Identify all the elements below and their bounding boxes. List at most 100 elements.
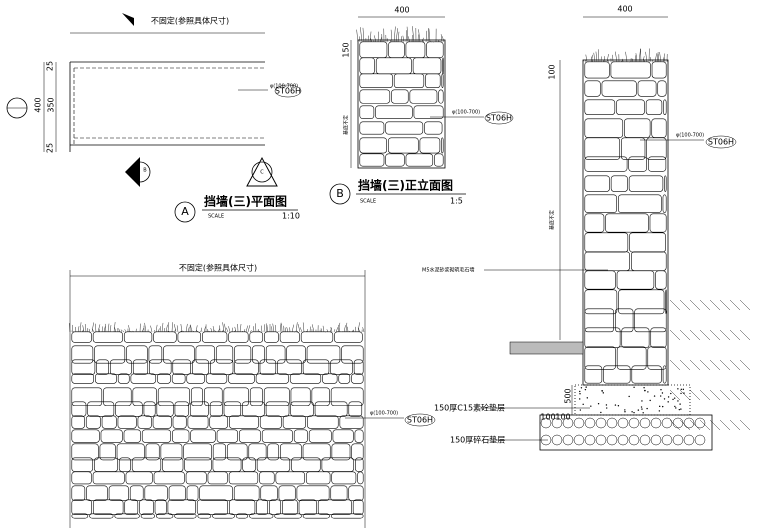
stone: [71, 373, 95, 384]
grass: [345, 322, 348, 333]
stone: [584, 289, 618, 315]
aggregate: [631, 411, 633, 413]
grass: [208, 330, 211, 333]
grass: [311, 324, 315, 333]
grass: [265, 325, 268, 333]
stone: [584, 175, 610, 192]
dim: 400: [34, 97, 43, 112]
stone: [275, 471, 305, 485]
aggregate: [672, 398, 674, 401]
grass: [239, 324, 242, 333]
gravel: [683, 434, 695, 446]
stone: [260, 485, 278, 501]
grass: [192, 330, 195, 333]
stone: [196, 499, 228, 516]
stone: [419, 137, 441, 154]
stone: [322, 373, 338, 384]
grass: [221, 329, 224, 333]
stone: [167, 499, 196, 516]
stone: [149, 359, 172, 375]
aggregate: [670, 392, 672, 395]
stone: [195, 345, 215, 364]
aggregate: [662, 405, 664, 408]
gravel: [595, 434, 607, 446]
hatch: [689, 389, 701, 401]
stone: [628, 156, 648, 172]
stone: [148, 345, 163, 364]
stone: [298, 499, 317, 516]
stone: [174, 513, 197, 519]
grass: [255, 323, 257, 333]
stone: [405, 153, 434, 167]
grass: [155, 324, 158, 333]
grass: [379, 36, 383, 43]
grass: [649, 57, 652, 63]
grass: [333, 329, 336, 333]
stone: [215, 345, 234, 364]
grass: [585, 54, 588, 63]
hatch: [719, 359, 731, 371]
grass: [222, 322, 225, 333]
stone: [657, 80, 667, 97]
stone: [172, 429, 190, 443]
stone: [71, 429, 100, 443]
stone: [143, 401, 156, 417]
aggregate: [678, 408, 681, 411]
stone: [354, 429, 364, 443]
stone: [331, 443, 351, 461]
gravel: [617, 434, 629, 446]
plan-view: 不固定(参照具体尺寸) 25 400 350 25 B C φ(100-700)…: [6, 13, 302, 223]
aggregate: [600, 411, 602, 414]
grass: [412, 26, 415, 43]
stone: [216, 429, 238, 443]
stone: [286, 345, 306, 364]
stone: [584, 156, 628, 172]
stone: [662, 365, 667, 384]
stone: [352, 499, 364, 516]
dim: 100: [548, 64, 557, 79]
grass: [297, 324, 301, 333]
grass: [260, 325, 263, 333]
grass: [299, 327, 303, 333]
grass: [338, 324, 341, 333]
stone: [662, 194, 667, 214]
aggregate: [597, 403, 600, 405]
stone: [197, 513, 212, 519]
stone: [610, 61, 651, 79]
stone: [137, 415, 152, 429]
grass: [243, 329, 246, 333]
grass: [130, 331, 133, 333]
grass: [163, 327, 166, 333]
stone: [103, 387, 132, 407]
stone: [584, 137, 621, 160]
hatch: [729, 329, 741, 341]
grass: [84, 324, 87, 333]
stone: [621, 327, 650, 349]
grass: [645, 51, 648, 63]
view-label: A: [181, 205, 189, 218]
stone: [649, 213, 667, 233]
stone: [263, 387, 290, 407]
grass: [421, 37, 424, 43]
hatch: [679, 419, 691, 431]
grass: [428, 28, 431, 43]
stone: [311, 387, 330, 407]
stone: [424, 121, 443, 135]
stone: [264, 331, 279, 343]
stone: [71, 443, 99, 461]
stone: [71, 471, 92, 485]
grass: [635, 53, 638, 63]
concrete-note: 150厚C15素砼垫层: [434, 403, 505, 413]
gravel-note: 150厚碎石垫层: [450, 435, 505, 445]
stone: [212, 443, 226, 461]
stone: [289, 373, 322, 384]
grass: [195, 329, 199, 333]
grass: [187, 327, 190, 333]
gravel: [628, 417, 640, 429]
grass: [258, 330, 261, 333]
stone: [282, 415, 306, 429]
stone: [274, 513, 302, 519]
stone: [359, 121, 385, 135]
stone: [190, 429, 216, 443]
stone: [256, 499, 269, 516]
